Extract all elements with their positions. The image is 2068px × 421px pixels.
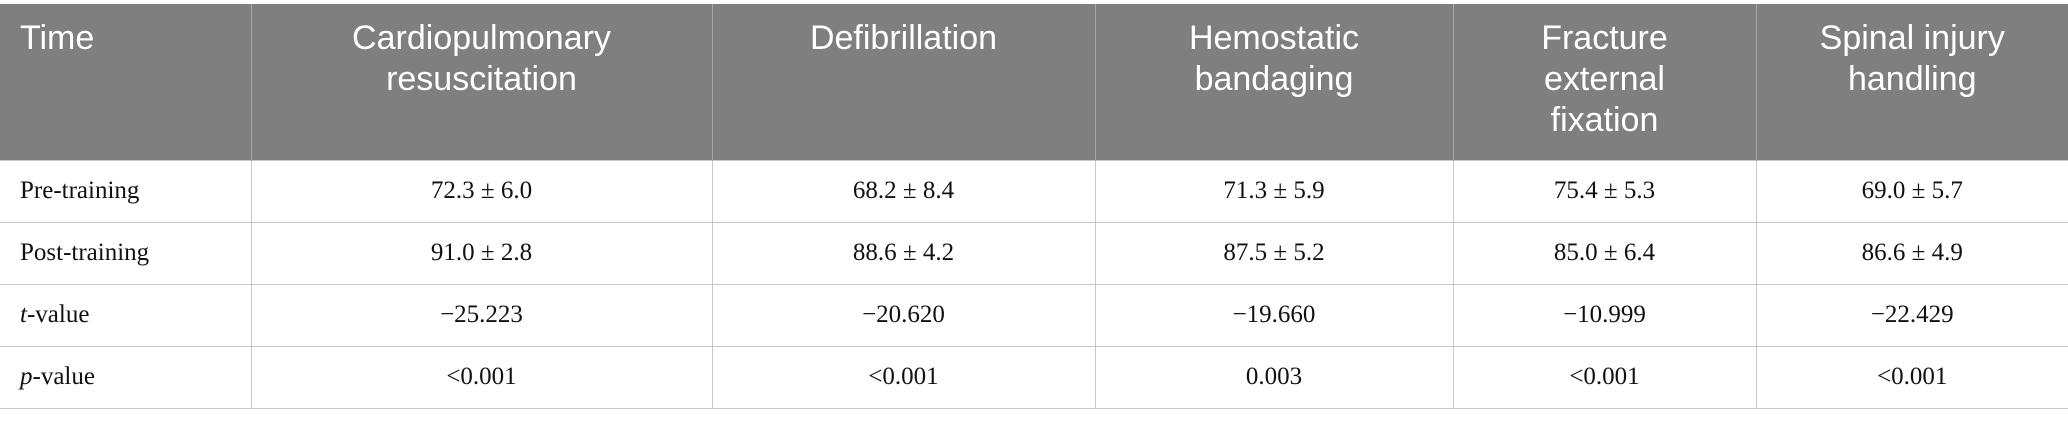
table-row: Post-training 91.0 ± 2.8 88.6 ± 4.2 87.5 ± … bbox=[0, 221, 2068, 285]
table-row: Pre-training 72.3 ± 6.0 68.2 ± 8.4 71.3 ± 5… bbox=[0, 159, 2068, 223]
row-label: t-value bbox=[0, 283, 252, 347]
data-cell: 72.3 ± 6.0 bbox=[250, 159, 713, 223]
results-table: Time Cardiopulmonary resuscitation Defibri… bbox=[0, 4, 2068, 409]
data-cell: 69.0 ± 5.7 bbox=[1755, 159, 2068, 223]
header-cell: Spinal injury handling bbox=[1755, 4, 2068, 160]
data-cell: −19.660 bbox=[1094, 283, 1454, 347]
table-body: Pre-training 72.3 ± 6.0 68.2 ± 8.4 71.3 ± 5… bbox=[0, 159, 2068, 409]
data-cell: 87.5 ± 5.2 bbox=[1094, 221, 1454, 285]
data-cell: −20.620 bbox=[711, 283, 1096, 347]
data-cell: <0.001 bbox=[1452, 345, 1757, 409]
row-label: Pre-training bbox=[0, 159, 252, 223]
data-cell: <0.001 bbox=[1755, 345, 2068, 409]
data-cell: 68.2 ± 8.4 bbox=[711, 159, 1096, 223]
row-label: Post-training bbox=[0, 221, 252, 285]
data-cell: −10.999 bbox=[1452, 283, 1757, 347]
data-cell: 0.003 bbox=[1094, 345, 1454, 409]
row-label-text: -value bbox=[26, 301, 90, 328]
data-cell: −22.429 bbox=[1755, 283, 2068, 347]
row-label-italic: p bbox=[20, 363, 33, 390]
data-cell: 91.0 ± 2.8 bbox=[250, 221, 713, 285]
row-label-text: -value bbox=[32, 363, 95, 390]
row-label-text: Post-training bbox=[20, 239, 150, 266]
data-cell: −25.223 bbox=[250, 283, 713, 347]
table-row: t-value −25.223 −20.620 −19.660 −10.999 −22.4… bbox=[0, 283, 2068, 347]
data-cell: 75.4 ± 5.3 bbox=[1452, 159, 1757, 223]
data-cell: 71.3 ± 5.9 bbox=[1094, 159, 1454, 223]
header-cell: Time bbox=[0, 4, 251, 160]
header-cell: Fracture external fixation bbox=[1452, 4, 1756, 160]
data-cell: <0.001 bbox=[711, 345, 1096, 409]
table-header: Time Cardiopulmonary resuscitation Defibri… bbox=[0, 4, 2068, 160]
data-cell: 86.6 ± 4.9 bbox=[1755, 221, 2068, 285]
header-cell: Hemostatic bandaging bbox=[1094, 4, 1453, 160]
data-cell: 85.0 ± 6.4 bbox=[1452, 221, 1757, 285]
header-row: Time Cardiopulmonary resuscitation Defibri… bbox=[0, 4, 2068, 160]
row-label-text: Pre-training bbox=[20, 177, 140, 204]
row-label: p-value bbox=[0, 345, 252, 409]
data-cell: 88.6 ± 4.2 bbox=[711, 221, 1096, 285]
row-label-italic: t bbox=[20, 301, 27, 328]
header-cell: Defibrillation bbox=[711, 4, 1095, 160]
data-cell: <0.001 bbox=[250, 345, 713, 409]
table-row: p-value <0.001 <0.001 0.003 <0.001 <0.001 bbox=[0, 345, 2068, 409]
header-cell: Cardiopulmonary resuscitation bbox=[250, 4, 712, 160]
